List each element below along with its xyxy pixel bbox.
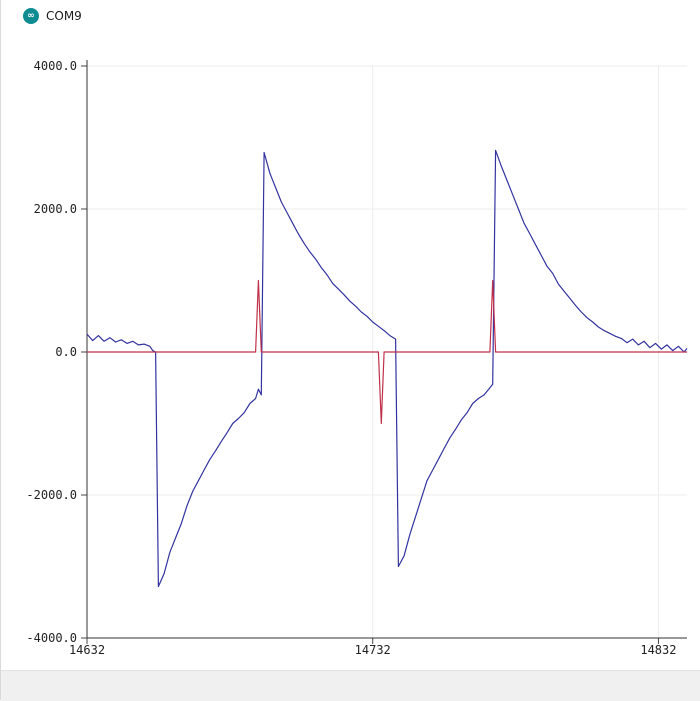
serial-plotter-area: 14632 14732 14832 4000.0 2000.0 0.0 -2000.0 -40…	[1, 32, 700, 670]
y-tick-label: -4000.0	[26, 631, 77, 645]
x-tick-label: 14832	[640, 643, 676, 657]
line-chart: 14632 14732 14832 4000.0 2000.0 0.0 -2000.0 -40…	[26, 59, 688, 657]
plotter-control-bar	[1, 670, 700, 701]
series-line-2	[87, 279, 687, 425]
series-line-1	[86, 149, 688, 588]
arduino-icon: ∞	[23, 8, 39, 24]
y-tick-label: 0.0	[55, 345, 77, 359]
axes	[81, 60, 687, 644]
tick-labels: 14632 14732 14832 4000.0 2000.0 0.0 -2000.0 -40…	[26, 59, 676, 657]
series-lines	[86, 149, 688, 588]
y-tick-label: -2000.0	[26, 488, 77, 502]
x-tick-label: 14732	[355, 643, 391, 657]
y-tick-label: 4000.0	[34, 59, 77, 73]
title-bar[interactable]: ∞ COM9	[1, 0, 700, 32]
y-tick-label: 2000.0	[34, 202, 77, 216]
window-title: COM9	[46, 9, 82, 23]
x-tick-label: 14632	[69, 643, 105, 657]
